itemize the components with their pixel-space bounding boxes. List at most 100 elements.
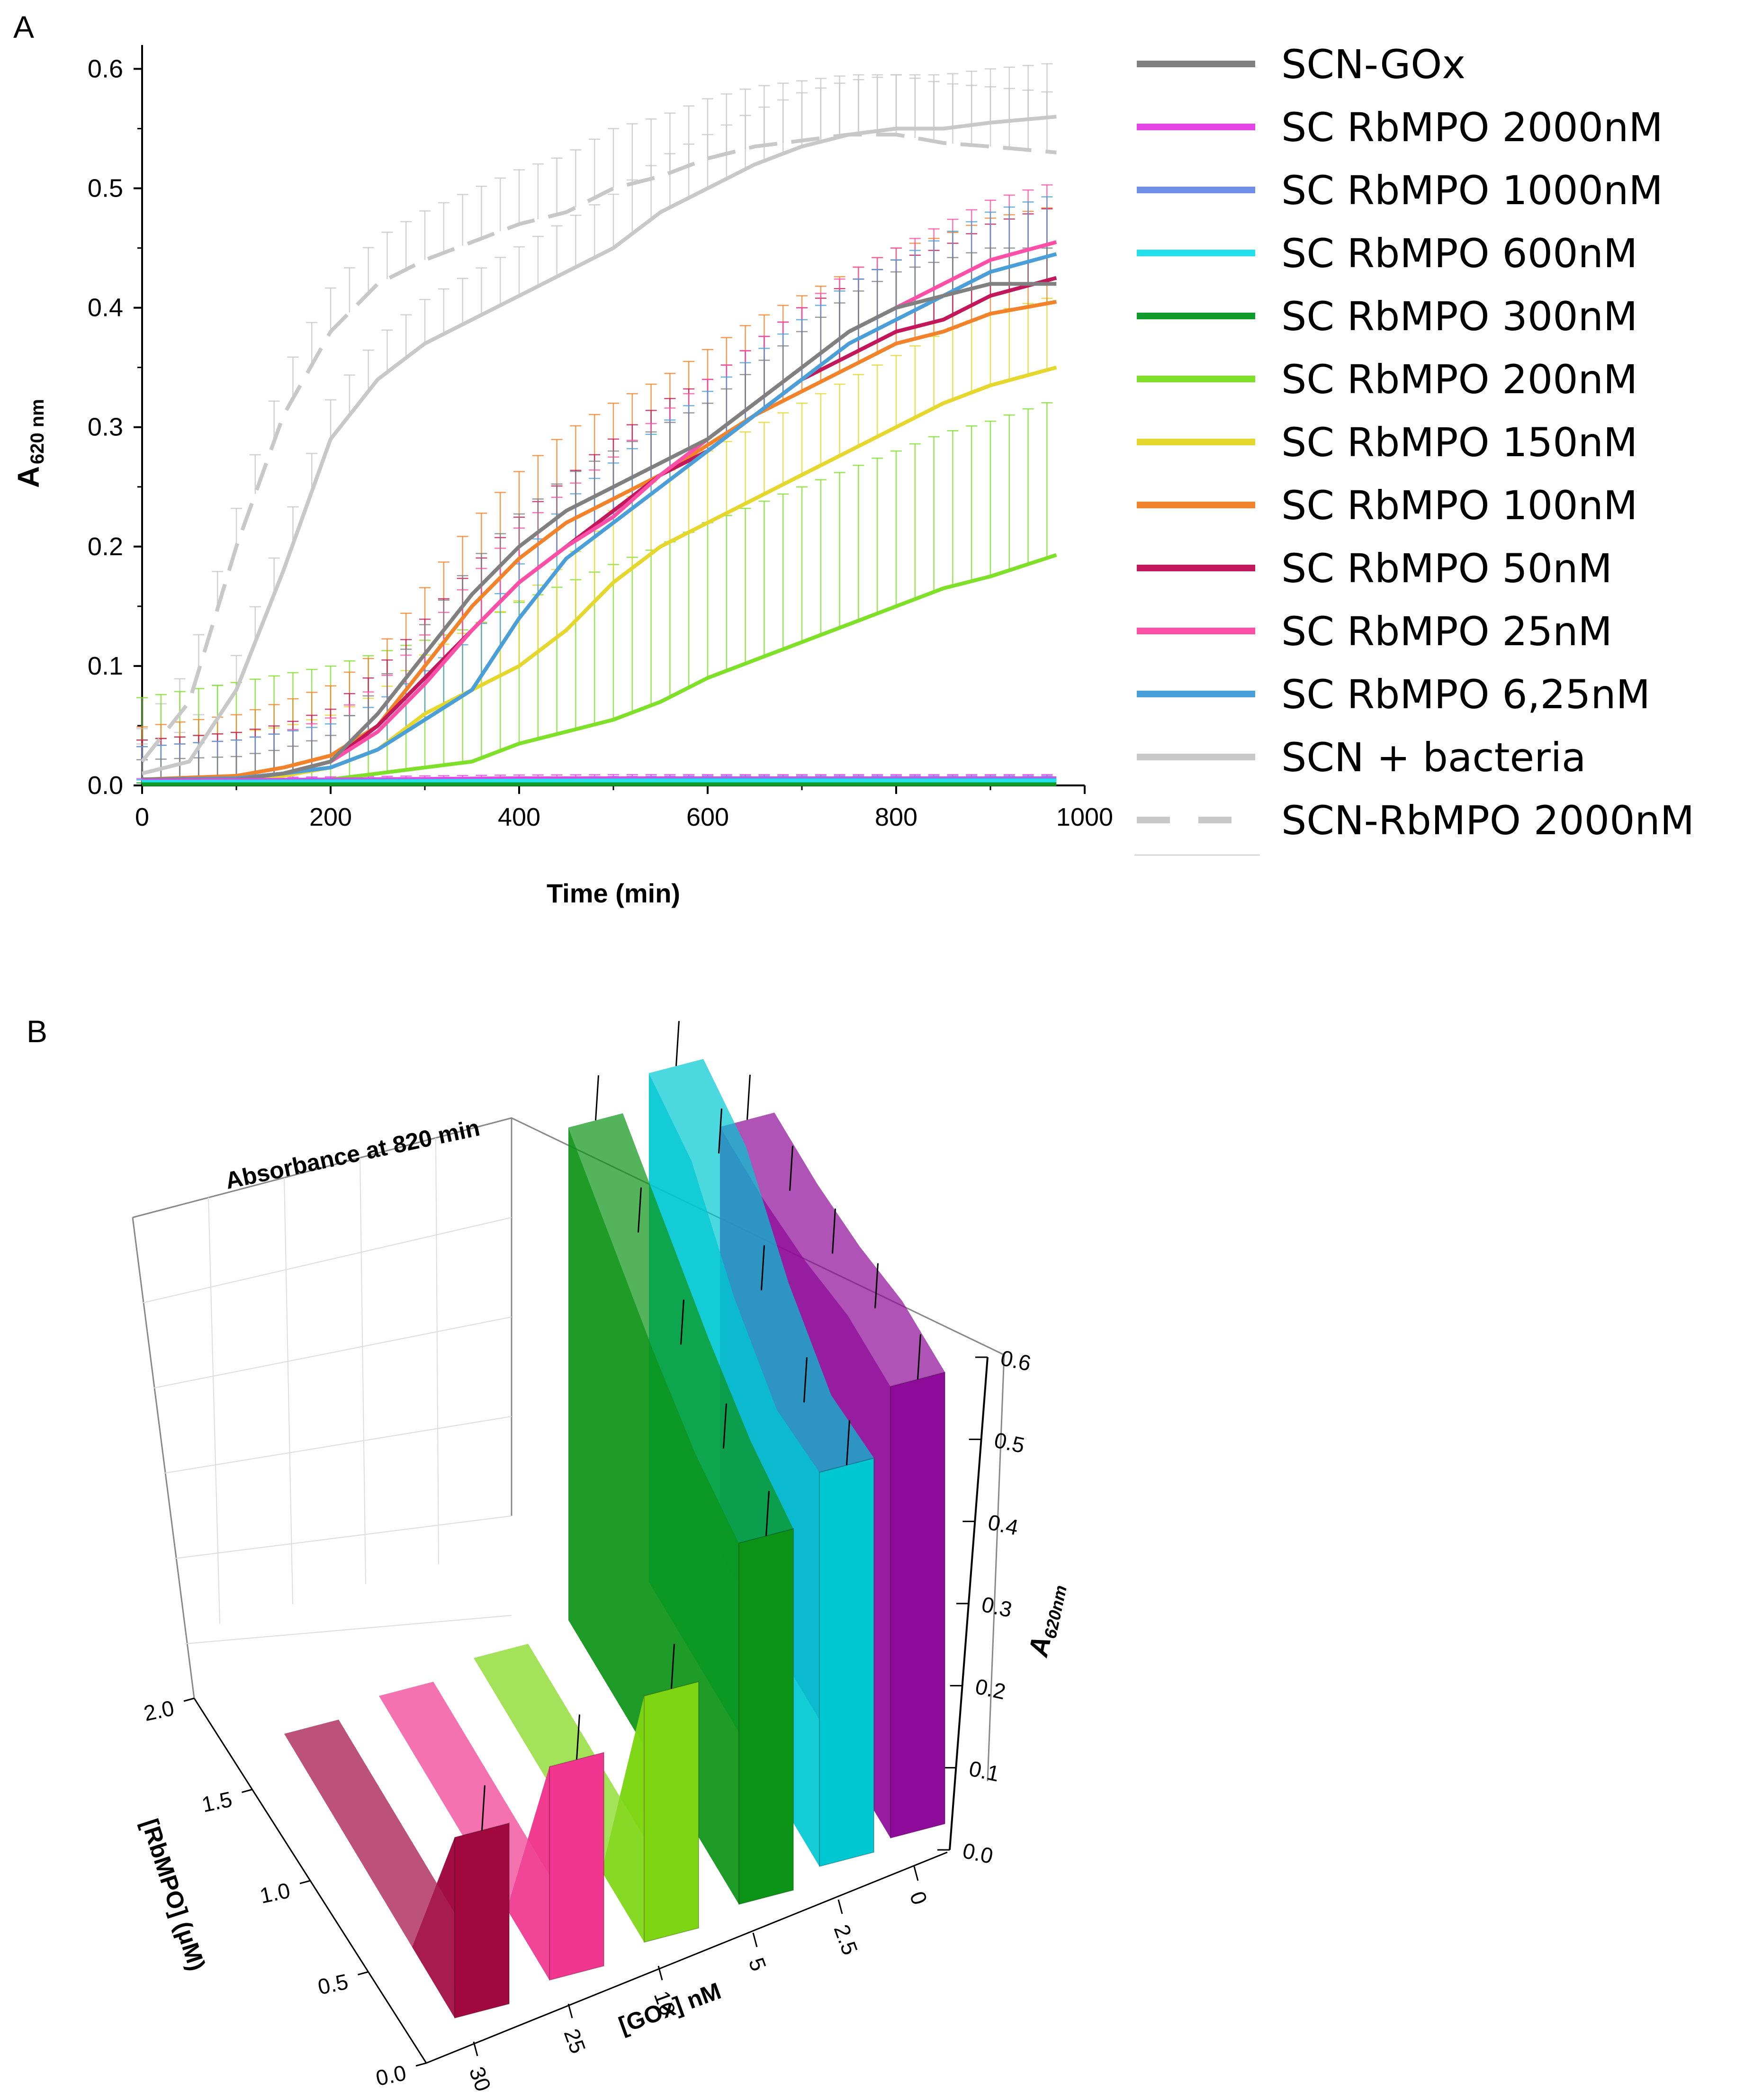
panel-b-grid-line (284, 1177, 293, 1604)
panel-b-letter: B (27, 1014, 47, 1049)
panel-b-rbmpo-tick-label: 2.0 (142, 1695, 176, 1726)
panel-b-rbmpo-tick-label: 0.0 (374, 2060, 408, 2091)
panel-a-y-tick-label: 0.6 (88, 54, 123, 83)
panel-a-y-tick-label: 0.3 (88, 413, 123, 442)
panel-a-x-tick-label: 600 (686, 803, 729, 831)
panel-b-gox-tick (752, 1932, 758, 1947)
panel-b-grid-line (184, 1615, 512, 1644)
panel-b-bar-front (738, 1528, 794, 1905)
panel-a-x-tick-label: 0 (135, 803, 149, 831)
panel-b-error-bar (671, 1643, 675, 1689)
panel-a-chart: 0.00.10.20.30.40.50.6 0 200 400 600 800 1000 … (11, 45, 1113, 908)
panel-b-error-bar (846, 1420, 850, 1466)
panel-b-rbmpo-tick (358, 1971, 369, 1975)
panel-a-series-line (142, 300, 1057, 782)
panel-b-error-bar (675, 1021, 680, 1066)
panel-a-series-line (142, 240, 1057, 782)
legend-label: SC RbMPO 2000nM (1281, 104, 1663, 151)
panel-b-error-bar (595, 1075, 599, 1121)
panel-a-x-axis-title: Time (min) (547, 878, 680, 908)
legend-label: SC RbMPO 6,25nM (1281, 671, 1650, 718)
panel-b-z-tick-label: 0.0 (961, 1838, 995, 1868)
panel-b-grid (143, 1137, 512, 1644)
panel-b-ribbon-top (568, 1113, 793, 1543)
panel-b-ribbon-top (649, 1059, 874, 1472)
panel-b-y-axis-title: [RbMPO] (μM) (136, 1816, 210, 1974)
panel-a-series-line (140, 133, 1057, 763)
panel-a-legend: SCN-GOx SC RbMPO 2000nM SC RbMPO 1000nM SC … (1134, 41, 1694, 856)
legend-label: SC RbMPO 25nM (1281, 608, 1612, 655)
panel-a-y-tick-label: 0.5 (88, 174, 123, 203)
panel-a-y-axis-title: A 620 nm (11, 399, 48, 488)
panel-b-error-bar (723, 1403, 727, 1449)
panel-b-error-bar (718, 1108, 722, 1154)
panel-b-error-bar (680, 1299, 684, 1345)
panel-a-y-tick-label: 0.4 (88, 294, 123, 322)
panel-a-y-axis-title-main: A (11, 466, 45, 488)
panel-b-z-axis-title: A 620nm (1023, 1584, 1070, 1660)
panel-b-error-bar (874, 1263, 879, 1308)
panel-b-gox-tick-label: 5 (744, 1955, 772, 1974)
panel-a-series-line (142, 282, 1057, 782)
panel-b-z-tick-label: 0.1 (967, 1756, 1001, 1786)
panel-a-x-tick-label: 200 (309, 803, 352, 831)
panel-b-gox-tick (567, 2003, 573, 2019)
panel-b-rbmpo-tick (415, 2062, 427, 2067)
panel-b-error-bar (481, 1785, 485, 1830)
legend-label: SCN-RbMPO 2000nM (1281, 797, 1694, 844)
panel-b-z-tick-label: 0.2 (973, 1674, 1008, 1704)
panel-b-z-axis-title-sub: 620nm (1040, 1584, 1070, 1640)
panel-b-rbmpo-tick-label: 1.5 (199, 1786, 234, 1817)
legend-label: SCN-GOx (1281, 41, 1465, 88)
panel-b-grid-line (143, 1217, 512, 1303)
panel-b-grid-line (435, 1137, 439, 1565)
legend-label: SC RbMPO 100nM (1281, 482, 1637, 529)
panel-b-z-tick-label: 0.5 (992, 1427, 1027, 1458)
panel-a-x-tick-label: 400 (498, 803, 540, 831)
panel-b-error-bar (832, 1208, 836, 1254)
panel-b-title: Absorbance at 820 min (223, 1114, 482, 1194)
panel-b-grid-line (360, 1157, 366, 1585)
panel-b-bar-front (549, 1752, 604, 1981)
panel-b-gox-tick-label: 0 (905, 1888, 933, 1908)
panel-b-z-tick-label: 0.4 (986, 1510, 1020, 1540)
panel-a-x-tick-label: 800 (875, 803, 917, 831)
panel-b-x-axis-title: [GOx] nM (615, 1977, 725, 2039)
panel-b-gox-tick-label: 2.5 (829, 1921, 863, 1958)
panel-b-error-bar (917, 1334, 921, 1379)
panel-a-series-line (142, 115, 1057, 775)
panel-b-gox-tick (913, 1866, 919, 1881)
panel-b-gox-tick (657, 1965, 663, 1981)
panel-b-series-30 (284, 1720, 510, 2019)
legend-label: SC RbMPO 600nM (1281, 230, 1637, 277)
legend-label: SC RbMPO 50nM (1281, 545, 1612, 592)
panel-b-grid-line (208, 1197, 220, 1624)
legend-label: SC RbMPO 200nM (1281, 356, 1637, 403)
panel-b-error-bar (638, 1187, 642, 1233)
panel-b-z-tick-label: 0.3 (980, 1592, 1014, 1622)
panel-b-error-bar (576, 1714, 580, 1760)
panel-b-rbmpo-tick-label: 1.0 (258, 1878, 292, 1908)
panel-a-error-bars-12 (136, 74, 1053, 762)
panel-a-y-axis-title-sub: 620 nm (27, 399, 48, 464)
panel-a-y-tick-label: 0.1 (88, 652, 123, 680)
legend-label: SCN + bacteria (1281, 734, 1586, 781)
legend-label: SC RbMPO 1000nM (1281, 167, 1663, 214)
panel-b-ribbon-top (284, 1720, 509, 1947)
legend-label: SC RbMPO 300nM (1281, 293, 1637, 340)
panel-b-error-bar (746, 1074, 751, 1120)
panel-b-rbmpo-tick (242, 1789, 252, 1793)
panel-b-gox-tick-label: 25 (559, 2026, 591, 2057)
panel-a-y-tick-label: 0.2 (88, 532, 123, 561)
panel-b-error-bar (765, 1491, 770, 1536)
panel-b-rbmpo-tick (299, 1880, 311, 1884)
panel-b-rbmpo-tick (183, 1697, 195, 1702)
legend-label: SC RbMPO 150nM (1281, 419, 1637, 466)
panel-a-letter: A (13, 9, 34, 45)
panel-a-series-line (142, 252, 1057, 782)
panel-b-grid-line (163, 1416, 512, 1474)
panel-a-x-tick-label: 1000 (1056, 803, 1113, 831)
panel-b-gox-tick (473, 2041, 478, 2056)
